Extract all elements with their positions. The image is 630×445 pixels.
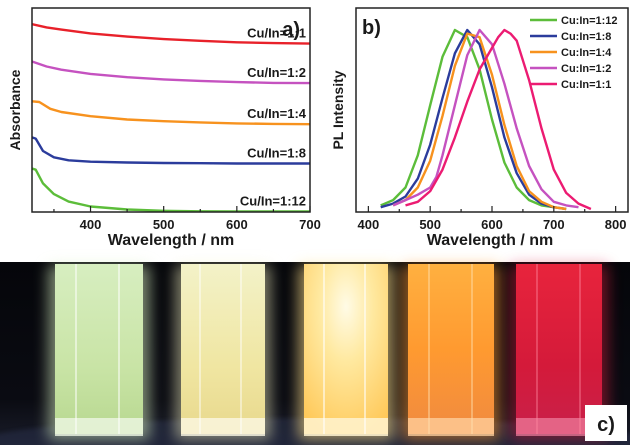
panel-b-label: b): [362, 17, 381, 39]
panel-a-x-ticks: [53, 206, 311, 212]
panel-a-x-axis-title: Wavelength / nm: [108, 232, 235, 249]
absorbance-series-label-4: Cu/In=1:8: [247, 146, 306, 161]
pl-legend-label-2: Cu:In=1:8: [561, 31, 611, 43]
panel-b-tick-label: 400: [358, 217, 380, 232]
panel-b-pl-chart: 400 500 600 700 800 b) Wavelength / nm PL In…: [330, 7, 629, 249]
panel-c-label: c): [597, 414, 615, 436]
pl-legend-label-5: Cu:In=1:1: [561, 79, 611, 91]
pl-curve-5: [405, 28, 592, 211]
panel-a-series-labels: Cu/In=1:1 Cu/In=1:2 Cu/In=1:4 Cu/In=1:8 Cu/I…: [240, 26, 307, 209]
panel-b-legend: Cu:In=1:12 Cu:In=1:8 Cu:In=1:4 Cu:In=1:2 Cu:…: [530, 15, 618, 91]
panel-a-absorbance-chart: 400 500 600 700 a) Wavelength / nm Absorban…: [7, 7, 321, 249]
panel-b-x-ticks: [367, 206, 617, 212]
panel-b-x-axis-title: Wavelength / nm: [427, 232, 554, 249]
panel-b-tick-label: 500: [419, 217, 441, 232]
absorbance-curve-4: [32, 136, 310, 165]
cuvette-2: [175, 264, 271, 440]
panel-a-label: a): [282, 19, 300, 41]
panel-b-x-tick-labels: 400 500 600 700 800: [358, 217, 627, 232]
panel-a-x-tick-labels: 400 500 600 700: [80, 217, 321, 232]
panel-b-y-axis-title: PL Intensity: [330, 70, 346, 149]
panel-c-photo: c): [0, 262, 630, 445]
panel-b-curves: [380, 28, 592, 211]
panel-a-tick-label: 500: [153, 217, 175, 232]
panel-b-tick-label: 600: [481, 217, 503, 232]
absorbance-series-label-2: Cu/In=1:2: [247, 65, 306, 80]
pl-curve-1: [380, 28, 554, 209]
panel-b-tick-label: 800: [605, 217, 627, 232]
pl-curve-2: [380, 28, 567, 211]
pl-legend-label-1: Cu:In=1:12: [561, 15, 618, 27]
absorbance-series-label-3: Cu/In=1:4: [247, 106, 307, 121]
panel-c-label-box: [585, 405, 627, 441]
panel-a-curves: [32, 23, 310, 212]
panel-a-y-axis-title: Absorbance: [7, 69, 23, 150]
panel-a-tick-label: 600: [226, 217, 248, 232]
cuvette-3: [298, 264, 394, 440]
pl-curve-3: [392, 32, 567, 211]
absorbance-curve-2: [32, 60, 310, 85]
panel-a-tick-label: 400: [80, 217, 102, 232]
absorbance-curve-1: [32, 23, 310, 45]
pl-legend-label-3: Cu:In=1:4: [561, 47, 612, 59]
panel-a-frame: [31, 7, 311, 213]
panel-b-tick-label: 700: [543, 217, 565, 232]
cuvette-1: [48, 264, 150, 440]
absorbance-curve-3: [32, 100, 310, 126]
cuvette-4: [402, 264, 500, 440]
pl-legend-label-4: Cu:In=1:2: [561, 63, 611, 75]
absorbance-series-label-1: Cu/In=1:1: [247, 26, 306, 41]
pl-curve-4: [392, 28, 579, 209]
absorbance-series-label-5: Cu/In=1:12: [240, 194, 306, 209]
panel-a-tick-label: 700: [299, 217, 321, 232]
